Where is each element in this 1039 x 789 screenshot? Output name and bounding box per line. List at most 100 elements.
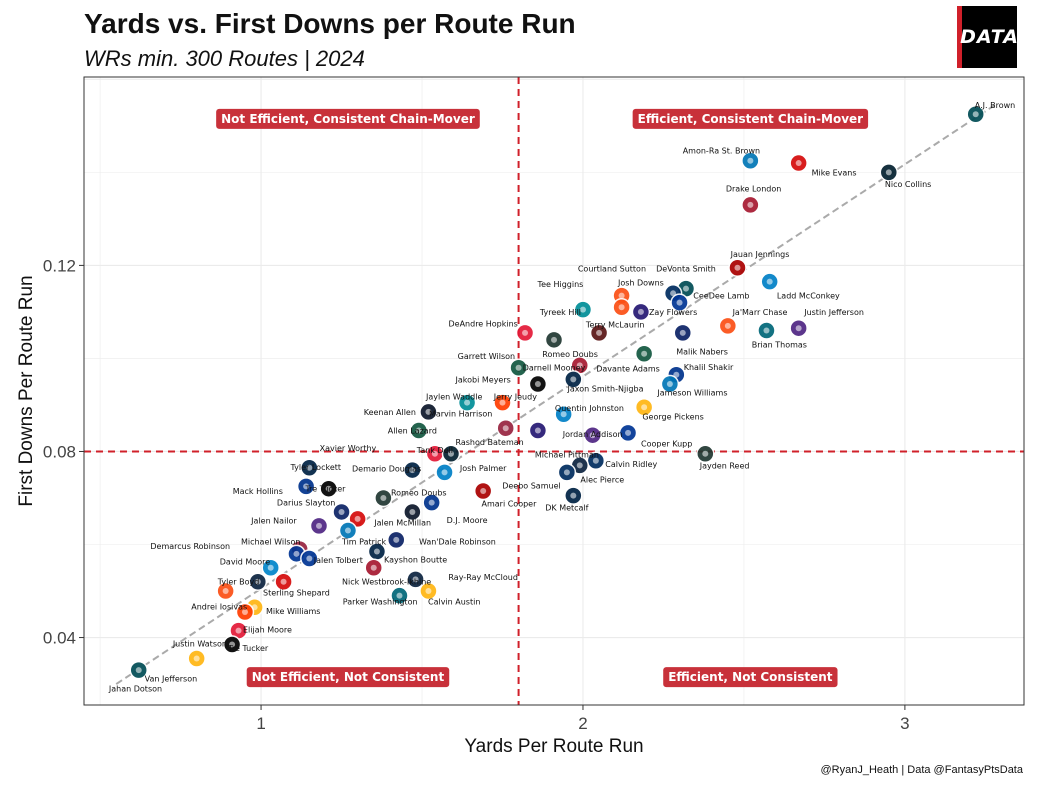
chart-subtitle: WRs min. 300 Routes | 2024 <box>84 46 365 71</box>
team-logo-marker-center <box>306 464 313 471</box>
team-logo-marker-center <box>425 588 432 595</box>
team-logo-marker-center <box>464 399 471 406</box>
team-logo-marker-center <box>415 427 422 434</box>
team-logo-marker-center <box>280 578 287 585</box>
quadrant-label: Not Efficient, Not Consistent <box>246 667 450 688</box>
team-logo-marker-center <box>702 450 709 457</box>
data-point <box>216 581 235 601</box>
point-label: Jordan Addison <box>562 430 623 439</box>
data-point <box>300 458 319 478</box>
point-label: Jaylen Waddle <box>425 393 482 402</box>
team-logo-marker-center <box>303 483 310 490</box>
point-label: A.J. Brown <box>975 101 1015 110</box>
brand-logo: DATA <box>957 6 1019 68</box>
data-point <box>274 572 293 591</box>
point-label: Courtland Sutton <box>578 265 646 274</box>
data-point <box>634 344 654 364</box>
data-point <box>473 481 493 501</box>
data-point <box>583 425 602 445</box>
team-logo-marker-center <box>447 450 454 457</box>
data-point <box>435 463 454 482</box>
point-label: Ja'Marr Chase <box>732 308 788 317</box>
data-point <box>403 502 422 522</box>
point-label: Calvin Ridley <box>605 460 657 469</box>
grid-layer <box>84 77 1024 705</box>
x-tick-label: 3 <box>900 714 909 733</box>
point-label: Zay Flowers <box>649 308 697 317</box>
team-logo-marker-center <box>428 499 435 506</box>
team-logo-marker-center <box>641 350 648 357</box>
y-tick-label: 0.04 <box>43 629 76 648</box>
team-logo-marker-center <box>666 381 673 388</box>
data-point <box>757 321 776 340</box>
point-label: Wan'Dale Robinson <box>419 537 496 546</box>
quadrant-labels-layer: Not Efficient, Consistent Chain-Mover Eff… <box>216 108 869 688</box>
x-tick-label: 1 <box>256 714 265 733</box>
point-label: Andrei Iosivas <box>191 602 247 611</box>
data-point <box>634 398 654 417</box>
brand-logo-text: DATA <box>960 26 1019 48</box>
point-label: Jayden Reed <box>699 461 750 470</box>
data-point <box>564 486 583 505</box>
data-point <box>129 660 148 680</box>
point-label: David Moore <box>220 558 270 567</box>
data-point <box>789 318 808 338</box>
quadrant-label-box <box>246 667 450 688</box>
point-label: Van Jefferson <box>145 674 198 683</box>
point-label: Tre Tucker <box>304 485 346 494</box>
point-label: Josh Palmer <box>459 464 507 473</box>
team-logo-marker-center <box>393 536 400 543</box>
point-label: Michael Wilson <box>241 537 301 546</box>
data-point <box>332 502 351 522</box>
point-label: George Pickens <box>642 413 703 422</box>
team-logo-marker-center <box>560 411 567 418</box>
points-layer <box>129 104 985 680</box>
data-point <box>367 542 387 561</box>
point-label: Jalen Nailor <box>250 516 297 525</box>
data-point <box>673 323 693 343</box>
data-point <box>554 405 573 424</box>
point-label: Jerry Jeudy <box>493 393 537 402</box>
team-logo-marker-center <box>522 329 529 336</box>
team-logo-marker-center <box>441 469 448 476</box>
data-point <box>419 402 438 422</box>
data-point <box>544 330 564 350</box>
y-tick-label: 0.08 <box>43 442 76 461</box>
trend-layer <box>115 104 996 685</box>
point-label: Brian Thomas <box>752 340 807 349</box>
point-label: CeeDee Lamb <box>693 292 749 301</box>
team-logo-marker-center <box>396 592 403 599</box>
point-label: Calvin Austin <box>428 598 480 607</box>
data-point <box>573 300 593 319</box>
data-point <box>441 444 461 464</box>
team-logo-marker-center <box>306 555 313 562</box>
point-label: Jauan Jennings <box>730 250 790 259</box>
point-label: Jakobi Meyers <box>455 375 511 384</box>
point-label: Tyler Lockett <box>290 463 342 472</box>
data-point <box>789 153 808 173</box>
point-label: DK Metcalf <box>545 503 588 512</box>
point-label: Josh Downs <box>617 279 664 288</box>
point-label: Ladd McConkey <box>777 292 840 301</box>
point-label: D.J. Moore <box>447 516 488 525</box>
data-point <box>528 374 548 394</box>
point-label: Justin Watson <box>172 640 227 649</box>
team-logo-marker-center <box>589 432 596 439</box>
data-point <box>222 635 242 654</box>
team-logo-marker-center <box>682 285 689 292</box>
data-point <box>296 477 316 496</box>
point-label: Darnell Mooney <box>523 364 586 373</box>
data-point <box>760 272 779 291</box>
quadrant-label: Efficient, Not Consistent <box>663 667 838 688</box>
chart-title: Yards vs. First Downs per Route Run <box>84 8 576 39</box>
quadrant-label-text: Not Efficient, Not Consistent <box>252 670 445 684</box>
team-logo-marker-center <box>241 608 248 615</box>
data-point <box>387 530 406 550</box>
team-logo-marker-center <box>766 278 773 285</box>
team-logo-marker-center <box>596 329 603 336</box>
data-point <box>879 163 899 182</box>
point-label: Kayshon Boutte <box>384 555 447 564</box>
team-logo-marker-center <box>724 322 731 329</box>
point-label: Michael Pittman <box>535 451 599 460</box>
